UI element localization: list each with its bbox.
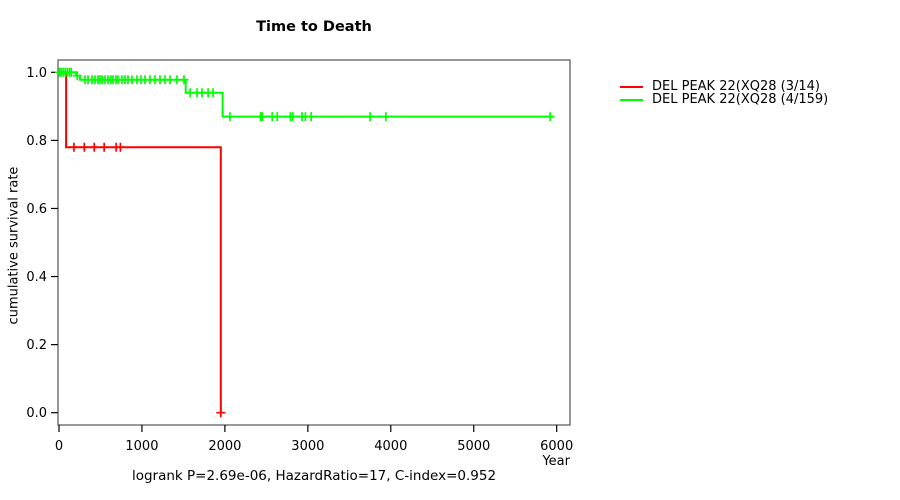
x-tick-label: 1000 xyxy=(125,439,158,454)
survival-curve-red xyxy=(59,71,222,413)
x-tick-label: 4000 xyxy=(374,439,407,454)
legend-line-red xyxy=(620,85,643,88)
plot-box xyxy=(57,59,571,426)
y-tick-label: 1.0 xyxy=(26,66,47,81)
x-axis-label: Year xyxy=(542,454,570,469)
x-tick-label: 0 xyxy=(55,439,63,454)
x-tick-label: 2000 xyxy=(208,439,241,454)
x-tick-label: 5000 xyxy=(457,439,490,454)
y-tick-label: 0.6 xyxy=(26,202,47,217)
legend-item-green: DEL PEAK 22(XQ28 (4/159) xyxy=(620,93,828,106)
survival-curve-green xyxy=(59,71,553,118)
x-tick-label: 3000 xyxy=(291,439,324,454)
legend-label-red: DEL PEAK 22(XQ28 (3/14) xyxy=(652,79,820,94)
legend-label-green: DEL PEAK 22(XQ28 (4/159) xyxy=(652,92,829,107)
y-tick-label: 0.4 xyxy=(26,270,47,285)
y-tick-label: 0.0 xyxy=(26,406,47,421)
y-tick-label: 0.2 xyxy=(26,338,47,353)
legend: DEL PEAK 22(XQ28 (3/14) DEL PEAK 22(XQ28… xyxy=(620,80,828,106)
caption-stats: logrank P=2.69e-06, HazardRatio=17, C-in… xyxy=(131,468,497,484)
censor-marks-green xyxy=(55,67,555,122)
legend-item-red: DEL PEAK 22(XQ28 (3/14) xyxy=(620,80,828,93)
y-axis-label: cumulative survival rate xyxy=(6,166,22,325)
censor-marks-red xyxy=(69,142,226,418)
y-tick-label: 0.8 xyxy=(26,134,47,149)
x-tick-label: 6000 xyxy=(540,439,573,454)
legend-line-green xyxy=(620,98,643,101)
plot-title: Time to Death xyxy=(256,19,372,35)
